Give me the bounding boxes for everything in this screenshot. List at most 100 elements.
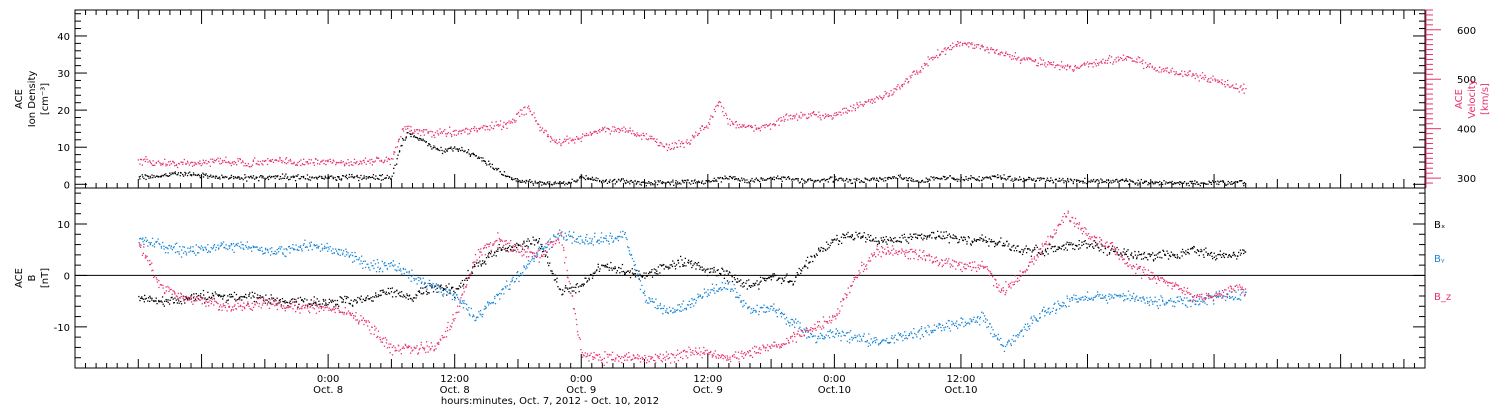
density-point [615,181,618,183]
by-point [494,297,496,300]
bx-point [939,236,941,238]
velocity-point [772,123,775,125]
velocity-point [992,49,995,51]
velocity-point [404,126,406,128]
bx-point [1070,242,1072,244]
bx-point [591,274,593,276]
velocity-point [932,56,934,58]
velocity-point [288,160,290,162]
bx-point [874,240,876,242]
velocity-point [219,157,221,160]
by-point [273,253,275,255]
bx-point [172,298,174,300]
density-point [291,176,293,178]
by-point [812,335,814,337]
density-point [775,177,777,179]
velocity-point [609,133,611,135]
velocity-point [656,138,658,140]
by-point [531,259,533,261]
velocity-point [919,69,922,72]
by-point [278,247,280,250]
bx-point [633,273,635,275]
velocity-point [150,163,152,165]
bx-point [757,284,759,286]
velocity-point [151,164,154,166]
density-point [190,175,193,177]
velocity-point [1078,67,1080,69]
density-point [1177,182,1179,184]
by-point [705,291,707,293]
by-point [416,283,418,285]
velocity-point [434,136,436,139]
velocity-point [166,164,168,166]
bx-point [773,273,775,275]
bx-point [616,270,618,272]
density-point [1098,180,1100,182]
bx-point [1186,251,1188,253]
by-point [532,257,534,259]
bx-point [1180,251,1182,253]
velocity-point [194,161,196,164]
velocity-point [645,138,647,140]
density-point [779,177,781,180]
bx-point [480,263,482,265]
velocity-point [1029,57,1031,59]
velocity-point [297,161,299,164]
by-point [247,248,249,250]
velocity-point [352,164,354,166]
bx-point [223,294,226,297]
by-point [480,314,482,316]
velocity-point [1236,87,1238,90]
density-point [394,164,396,166]
velocity-point [233,160,236,163]
density-point [1225,184,1228,186]
bx-point [878,241,880,243]
velocity-point [840,114,842,116]
density-point [897,174,900,177]
density-point [913,180,915,183]
by-point [282,253,284,255]
velocity-point [353,162,355,164]
density-point [371,176,374,178]
bx-point [338,305,340,307]
bx-point [234,298,236,300]
by-point [789,325,791,327]
by-point [454,299,456,301]
velocity-point [187,162,189,164]
density-point [869,179,871,182]
density-point [200,175,203,177]
velocity-point [691,134,694,137]
bx-point [434,285,437,287]
density-point [776,177,778,180]
by-point [612,240,615,242]
by-point [261,246,263,249]
by-point [808,336,811,338]
bx-point [217,294,219,296]
density-point [693,180,695,182]
density-point [199,175,201,177]
bx-point [328,298,331,300]
bx-point [268,298,270,300]
density-point [558,183,560,185]
density-point [623,180,626,182]
bx-point [533,239,535,241]
density-point [721,177,723,180]
by-point [251,250,253,252]
by-point [459,301,461,303]
by-point [229,245,231,247]
bx-point [222,298,224,300]
density-point [477,157,479,159]
by-point [585,236,587,239]
by-point [410,280,412,282]
bx-point [896,240,898,242]
density-point [221,174,223,176]
density-point [1151,181,1153,183]
velocity-point [279,156,281,159]
bx-point [585,277,587,279]
bx-point [687,262,690,264]
bx-point [992,241,994,243]
bx-point [888,239,890,242]
by-point [174,243,177,245]
density-point [413,136,415,138]
bx-point [1216,257,1218,260]
